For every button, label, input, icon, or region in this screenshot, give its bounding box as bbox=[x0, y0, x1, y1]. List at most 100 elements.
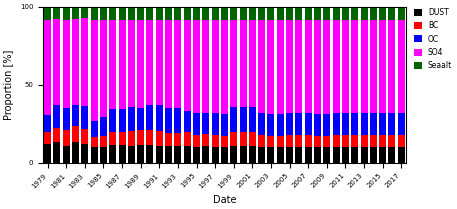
Bar bbox=[361, 135, 367, 147]
Bar bbox=[165, 108, 172, 133]
Bar bbox=[239, 107, 246, 133]
Bar bbox=[230, 133, 237, 146]
Bar bbox=[44, 132, 51, 144]
Bar bbox=[230, 146, 237, 163]
Bar bbox=[314, 20, 321, 114]
Bar bbox=[221, 7, 228, 20]
Bar bbox=[388, 135, 395, 147]
Bar bbox=[258, 20, 265, 113]
Bar bbox=[100, 148, 107, 163]
Bar bbox=[165, 20, 172, 108]
Bar bbox=[165, 133, 172, 146]
Bar bbox=[239, 20, 246, 107]
Bar bbox=[137, 7, 144, 20]
Bar bbox=[212, 147, 218, 163]
Bar bbox=[342, 113, 349, 135]
Bar bbox=[305, 147, 312, 163]
Bar bbox=[212, 7, 218, 20]
Bar bbox=[351, 113, 358, 135]
Bar bbox=[147, 20, 154, 105]
Bar bbox=[295, 20, 303, 113]
Bar bbox=[118, 145, 126, 163]
Bar bbox=[63, 146, 70, 163]
Bar bbox=[239, 133, 246, 146]
Legend: DUST, BC, OC, SO4, Seaalt: DUST, BC, OC, SO4, Seaalt bbox=[414, 7, 453, 71]
Bar bbox=[388, 20, 395, 113]
Bar bbox=[81, 7, 88, 18]
Bar bbox=[44, 20, 51, 115]
Bar bbox=[230, 7, 237, 20]
Bar bbox=[53, 105, 60, 128]
Bar bbox=[175, 146, 181, 163]
Bar bbox=[156, 7, 163, 20]
Bar bbox=[267, 7, 275, 20]
Bar bbox=[156, 146, 163, 163]
Bar bbox=[63, 108, 70, 130]
Bar bbox=[286, 147, 293, 163]
Bar bbox=[90, 20, 98, 121]
Bar bbox=[90, 121, 98, 137]
Bar bbox=[193, 113, 200, 135]
Bar bbox=[379, 20, 386, 113]
Bar bbox=[342, 20, 349, 113]
Bar bbox=[314, 7, 321, 20]
Bar bbox=[53, 7, 60, 19]
Bar bbox=[202, 146, 209, 163]
Bar bbox=[109, 145, 116, 163]
Bar bbox=[81, 129, 88, 144]
Bar bbox=[175, 133, 181, 146]
Bar bbox=[81, 106, 88, 129]
Bar bbox=[324, 20, 330, 114]
Bar bbox=[277, 7, 284, 20]
Bar bbox=[249, 107, 256, 133]
Bar bbox=[109, 110, 116, 132]
Bar bbox=[351, 7, 358, 20]
Bar bbox=[100, 7, 107, 20]
Bar bbox=[109, 7, 116, 20]
Bar bbox=[202, 7, 209, 20]
Bar bbox=[258, 135, 265, 147]
Bar bbox=[286, 20, 293, 113]
Bar bbox=[277, 148, 284, 163]
Bar bbox=[221, 114, 228, 136]
Bar bbox=[361, 113, 367, 135]
Bar bbox=[361, 20, 367, 113]
Bar bbox=[137, 20, 144, 108]
Bar bbox=[221, 148, 228, 163]
Bar bbox=[44, 7, 51, 20]
Bar bbox=[72, 142, 79, 163]
Bar bbox=[286, 113, 293, 135]
Bar bbox=[184, 111, 191, 133]
Bar bbox=[249, 146, 256, 163]
Bar bbox=[221, 136, 228, 148]
Bar bbox=[118, 132, 126, 145]
Bar bbox=[90, 147, 98, 163]
Bar bbox=[175, 108, 181, 133]
Bar bbox=[398, 7, 405, 20]
Bar bbox=[351, 20, 358, 113]
Bar bbox=[81, 18, 88, 106]
Bar bbox=[147, 105, 154, 130]
Bar bbox=[212, 113, 218, 135]
Bar bbox=[249, 133, 256, 146]
Bar bbox=[324, 136, 330, 148]
Bar bbox=[128, 7, 135, 20]
Bar bbox=[175, 7, 181, 20]
Bar bbox=[379, 113, 386, 135]
Bar bbox=[267, 20, 275, 114]
Bar bbox=[118, 20, 126, 110]
Bar bbox=[193, 135, 200, 147]
Bar bbox=[379, 7, 386, 20]
Bar bbox=[305, 113, 312, 135]
Bar bbox=[128, 20, 135, 107]
Bar bbox=[184, 20, 191, 111]
Bar bbox=[277, 114, 284, 136]
Bar bbox=[137, 108, 144, 130]
Bar bbox=[370, 113, 377, 135]
Bar bbox=[295, 7, 303, 20]
Bar bbox=[193, 7, 200, 20]
Bar bbox=[100, 117, 107, 136]
Bar bbox=[165, 7, 172, 20]
Bar bbox=[193, 20, 200, 113]
Bar bbox=[305, 20, 312, 113]
